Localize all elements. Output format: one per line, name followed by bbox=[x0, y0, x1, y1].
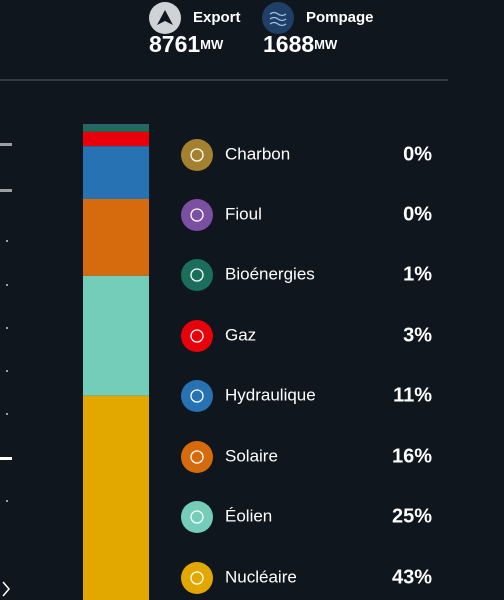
legend-value: 3% bbox=[403, 324, 432, 346]
stat-number: 8761 bbox=[149, 31, 200, 57]
bar-segment bbox=[83, 131, 149, 147]
legend-icon bbox=[181, 139, 213, 171]
legend-value: 1% bbox=[403, 263, 432, 285]
bar-segment bbox=[83, 127, 149, 132]
bar-segment bbox=[83, 275, 149, 396]
legend-value: 0% bbox=[403, 203, 432, 225]
legend-icon bbox=[181, 320, 213, 352]
bar-cap bbox=[83, 124, 149, 127]
legend-icon-glyph bbox=[190, 148, 204, 162]
bar-segment bbox=[83, 395, 149, 600]
stat-label: Pompage bbox=[306, 9, 374, 26]
legend-icon-glyph bbox=[190, 571, 204, 585]
legend-name: Hydraulique bbox=[225, 385, 316, 404]
legend-icon bbox=[181, 501, 213, 533]
stat-number: 1688 bbox=[263, 31, 314, 57]
pompage-waves bbox=[269, 11, 287, 27]
stat-unit: MW bbox=[200, 37, 224, 52]
legend-name: Éolien bbox=[225, 506, 272, 525]
stat-unit: MW bbox=[314, 37, 338, 52]
legend-name: Gaz bbox=[225, 325, 256, 344]
legend-icon bbox=[181, 441, 213, 473]
legend-value: 25% bbox=[392, 505, 432, 527]
legend-icon bbox=[181, 380, 213, 412]
legend-name: Solaire bbox=[225, 446, 278, 465]
legend-value: 43% bbox=[392, 566, 432, 588]
legend-name: Fioul bbox=[225, 204, 262, 223]
left-axis-fragment bbox=[0, 143, 12, 502]
bar-segment bbox=[83, 146, 149, 199]
bar-segment bbox=[83, 199, 149, 276]
legend-value: 0% bbox=[403, 143, 432, 165]
legend-value: 11% bbox=[393, 384, 432, 406]
legend-icon-glyph bbox=[190, 510, 204, 524]
stat-value: 8761MW bbox=[149, 31, 224, 57]
legend-value: 16% bbox=[392, 445, 432, 467]
legend-icon-glyph bbox=[190, 208, 204, 222]
legend-name: Charbon bbox=[225, 144, 290, 163]
legend-icon bbox=[181, 259, 213, 291]
legend-icon-glyph bbox=[190, 389, 204, 403]
legend-name: Nucléaire bbox=[225, 567, 297, 586]
legend-icon bbox=[181, 562, 213, 594]
pompage-icon bbox=[262, 2, 294, 34]
legend-icon-glyph bbox=[190, 329, 204, 343]
export-arrow bbox=[157, 10, 173, 25]
legend-icon-glyph bbox=[190, 268, 204, 282]
stat-value: 1688MW bbox=[263, 31, 338, 57]
stat-label: Export bbox=[193, 9, 241, 26]
legend-icon bbox=[181, 199, 213, 231]
expand-arrow[interactable] bbox=[2, 581, 10, 597]
legend-icon-glyph bbox=[190, 450, 204, 464]
legend-name: Bioénergies bbox=[225, 264, 315, 283]
